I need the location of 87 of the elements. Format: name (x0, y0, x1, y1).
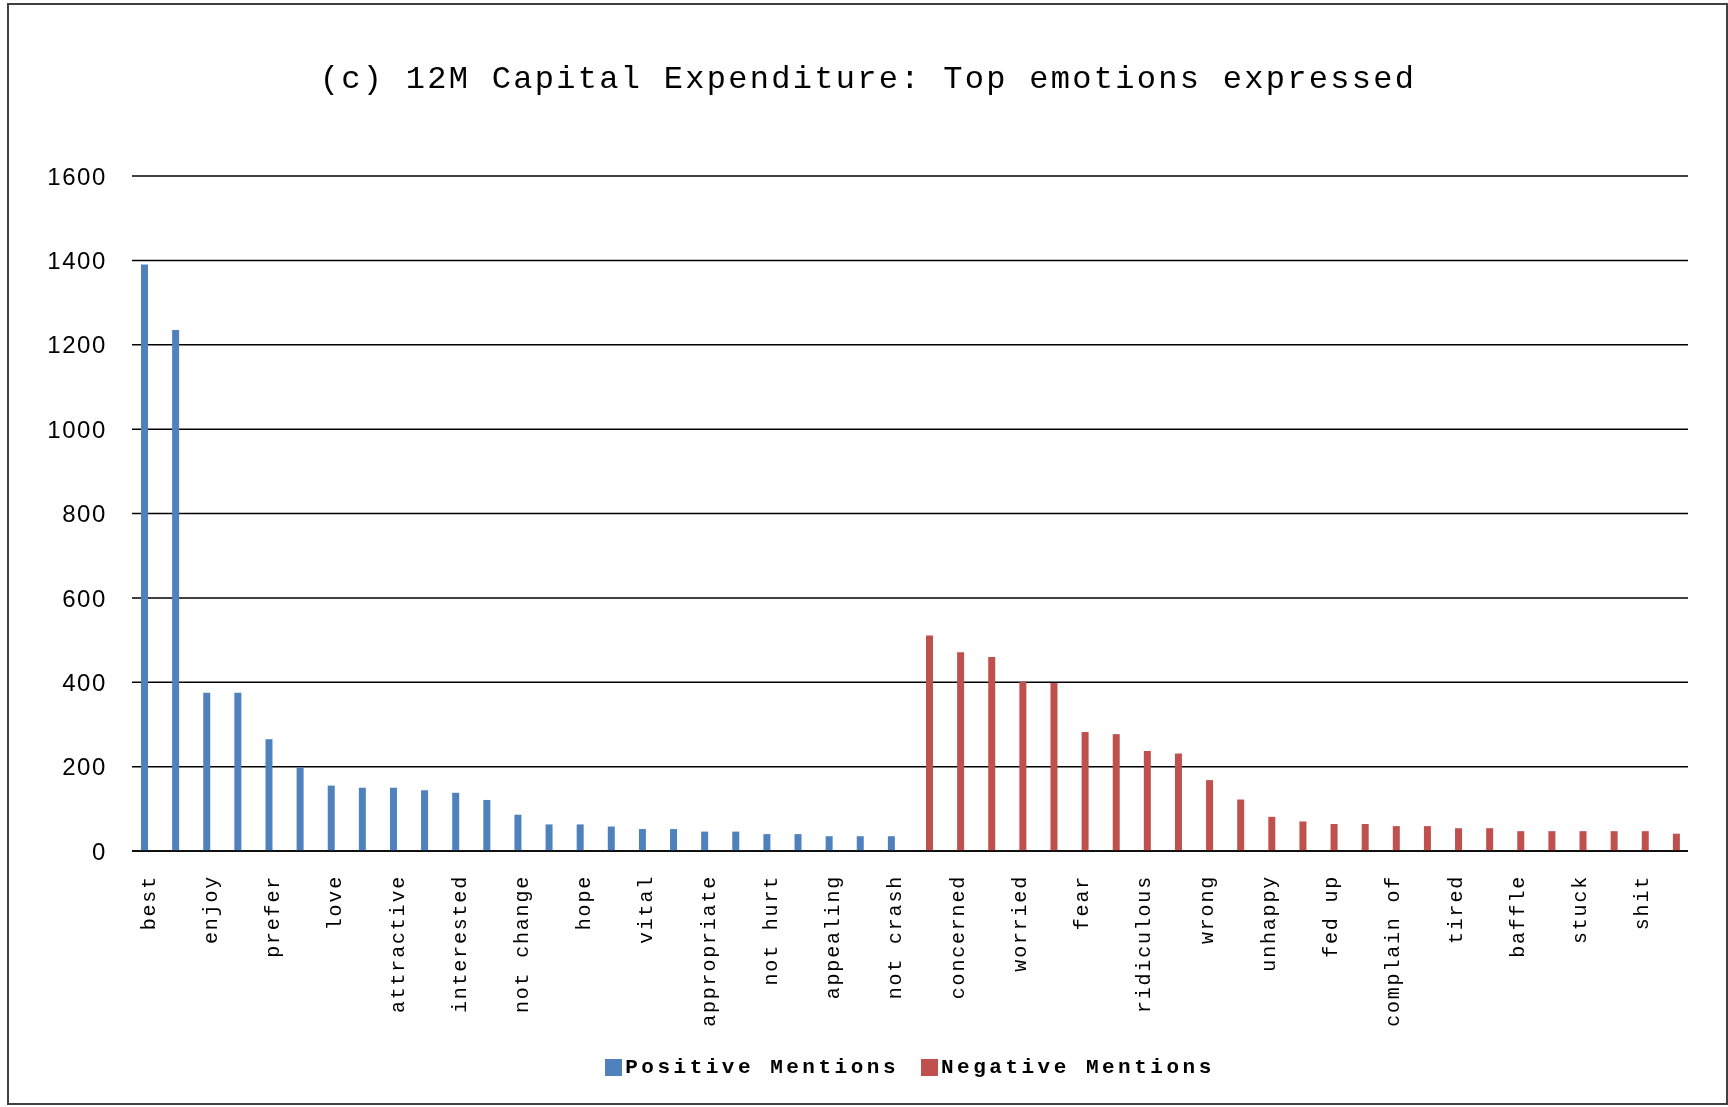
bar (358, 787, 366, 851)
y-tick-label: 200 (62, 753, 107, 781)
bar (1019, 681, 1027, 851)
bar (670, 829, 678, 851)
x-tick-label: not hurt (759, 875, 783, 986)
bar (1268, 816, 1276, 851)
x-tick-label: unhappy (1257, 875, 1281, 972)
bar (172, 329, 180, 851)
y-tick-label: 800 (62, 500, 107, 528)
x-tick-label: complain of (1382, 875, 1406, 1027)
bar (957, 652, 965, 851)
bar (732, 831, 740, 851)
bar (1517, 831, 1525, 851)
bar (794, 834, 802, 851)
bar (638, 829, 646, 851)
bar (1174, 753, 1182, 851)
bar (296, 767, 304, 851)
x-tick-label: attractive (386, 875, 410, 1014)
bar (607, 826, 615, 851)
bar (327, 785, 335, 851)
bar (1330, 824, 1338, 851)
bar (988, 656, 996, 851)
bar (1237, 799, 1245, 851)
x-tick-label: prefer (262, 875, 286, 958)
y-tick-label: 1200 (47, 331, 107, 359)
bar (1548, 831, 1556, 851)
x-tick-label: concerned (946, 875, 970, 1000)
bar (1206, 780, 1214, 851)
bar (926, 635, 933, 851)
bar (576, 824, 584, 851)
y-tick-label: 1400 (47, 247, 107, 275)
bar (265, 739, 273, 851)
y-tick-label: 1600 (47, 162, 107, 190)
bar (1641, 831, 1649, 851)
x-tick-label: appropriate (697, 875, 721, 1027)
bar (234, 692, 242, 851)
bar (203, 692, 211, 851)
bar (1143, 751, 1151, 851)
bar (483, 799, 491, 851)
x-tick-label: vital (635, 875, 659, 945)
chart-title: (c) 12M Capital Expenditure: Top emotions expressed (318, 60, 1418, 100)
bar (1672, 833, 1680, 851)
legend-label: Positive Mentions (625, 1055, 899, 1079)
y-tick-label: 0 (92, 837, 107, 865)
x-tick-label: not change (511, 875, 534, 1014)
x-tick-label: enjoy (199, 875, 223, 945)
x-tick-label: tired (1444, 875, 1468, 945)
bar (389, 787, 397, 851)
bar (1299, 821, 1307, 851)
x-tick-label: shit (1631, 875, 1655, 931)
bar (421, 790, 429, 851)
bar (701, 831, 709, 851)
x-tick-label: not crash (884, 875, 908, 1000)
bar (887, 836, 895, 851)
bar (825, 836, 833, 851)
y-tick-label: 400 (62, 668, 107, 696)
x-tick-label: fear (1071, 875, 1095, 931)
legend-label: Negative Mentions (941, 1055, 1215, 1079)
x-tick-label: hope (573, 875, 597, 931)
bar (141, 264, 148, 851)
x-tick-label: baffle (1506, 875, 1530, 958)
x-tick-label: wrong (1195, 875, 1219, 945)
bar (1486, 828, 1494, 851)
bar (1392, 826, 1400, 851)
bar (763, 834, 771, 851)
bar (545, 824, 553, 851)
bar (514, 814, 522, 851)
bar (1455, 828, 1463, 851)
x-tick-label: stuck (1569, 875, 1593, 945)
bar (1050, 683, 1058, 851)
bar (1112, 734, 1120, 851)
x-tick-label: fed up (1320, 875, 1344, 958)
bar (1579, 831, 1587, 851)
bar (1081, 732, 1089, 851)
x-tick-label: best (137, 875, 161, 931)
bar (1361, 824, 1369, 851)
x-tick-label: interested (448, 875, 472, 1014)
x-tick-label: worried (1008, 875, 1032, 972)
x-tick-label: appealing (822, 875, 846, 1000)
bar (1423, 826, 1431, 851)
x-tick-label: ridiculous (1133, 875, 1157, 1014)
bar (856, 836, 864, 851)
bar (452, 792, 460, 851)
y-tick-label: 1000 (47, 415, 107, 443)
bar (1610, 831, 1618, 851)
y-tick-label: 600 (62, 584, 107, 612)
x-tick-label: love (324, 875, 348, 931)
